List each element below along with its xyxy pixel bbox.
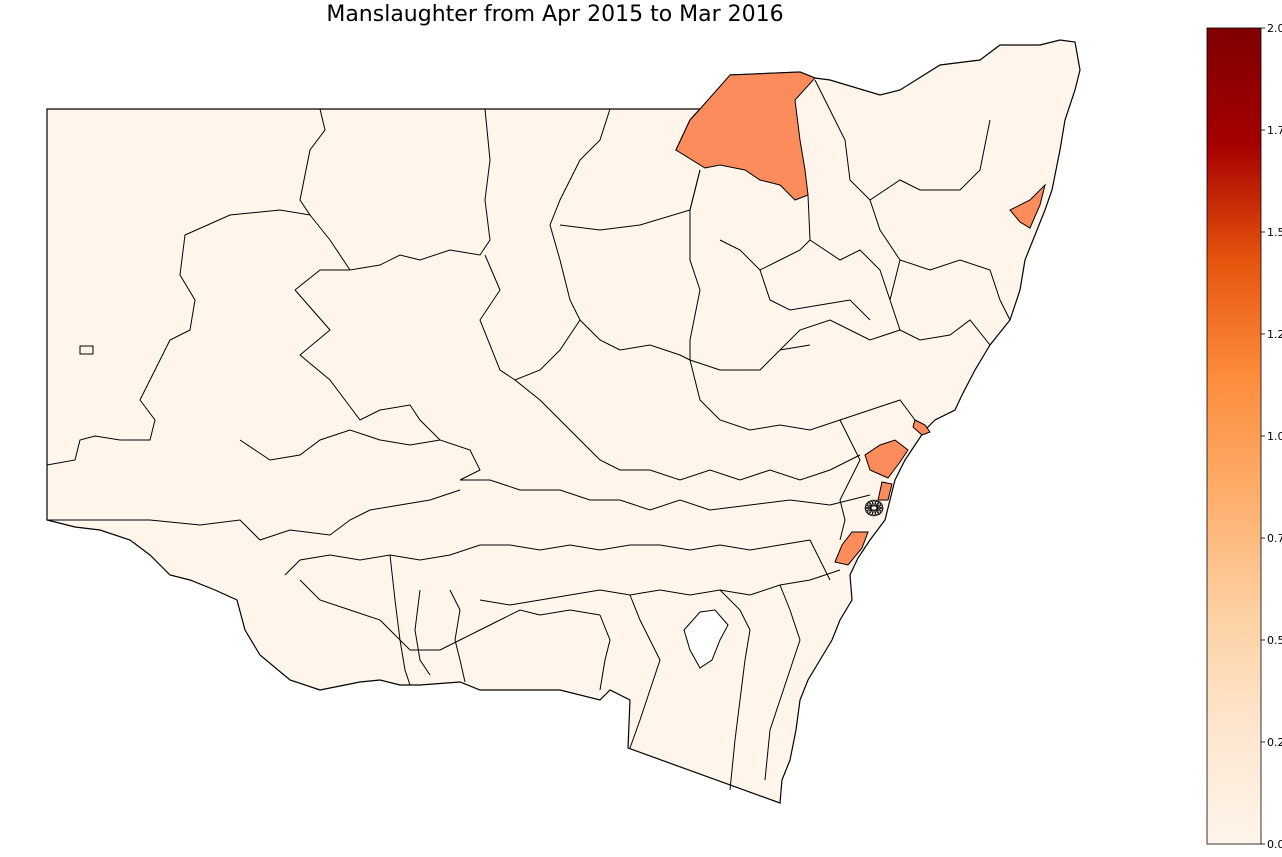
lga-boundary: [689, 359, 916, 431]
lga-boundary: [629, 594, 661, 749]
lord-howe-island: [79, 345, 94, 355]
lga-boundary: [809, 539, 831, 581]
lga-boundary: [47, 489, 461, 541]
colorbar-ticks: 0.00 0.25 0.50 0.75 1.00 1.25 1.50 1.75 2.00: [1261, 22, 1282, 851]
lga-boundary: [719, 589, 751, 791]
act-region: [683, 609, 729, 669]
sydney-lga-cluster: [869, 499, 877, 507]
colorbar-tick-label: 0.75: [1267, 532, 1282, 545]
sydney-lga-cluster: [876, 502, 883, 510]
nsw-outline: [46, 39, 1081, 804]
lga-boundary: [309, 108, 491, 271]
lga-boundary: [239, 429, 441, 461]
colorbar-tick-label: 2.00: [1267, 22, 1282, 35]
colorbar-tick-label: 1.00: [1267, 430, 1282, 443]
lga-boundary: [779, 319, 901, 351]
colorbar-tick-label: 1.25: [1267, 328, 1282, 341]
lga-boundary: [839, 419, 861, 541]
lga-boundary: [514, 379, 861, 481]
illawarra-lga: [834, 531, 869, 566]
lga-boundary: [46, 108, 326, 466]
lga-borders: [46, 79, 1011, 791]
colorbar-tick-label: 1.75: [1267, 124, 1282, 137]
sydney-lga-cluster: [866, 508, 874, 516]
lga-boundary: [764, 584, 801, 781]
north-coast-lga: [1009, 183, 1046, 229]
lga-boundary: [869, 199, 1011, 321]
sydney-lga-cluster: [874, 500, 882, 508]
map-title: Manslaughter from Apr 2015 to Mar 2016: [326, 2, 784, 27]
lga-boundary: [299, 579, 601, 651]
lga-boundary: [759, 269, 871, 321]
lga-boundary: [814, 79, 991, 201]
nsw-choropleth-map: [46, 39, 1081, 804]
lga-boundary: [294, 289, 481, 481]
lga-boundary: [460, 479, 871, 511]
lga-boundary: [599, 614, 611, 691]
colorbar-tick-label: 1.50: [1267, 226, 1282, 239]
lga-boundary: [449, 589, 466, 683]
lga-boundary: [579, 319, 691, 361]
sydney-lga-cluster: [871, 509, 879, 517]
lga-boundary: [809, 239, 891, 301]
northern-border-lga: [675, 71, 816, 201]
lga-boundary: [689, 169, 811, 371]
sydney-north-lga: [877, 481, 893, 501]
central-coast-small-lga: [912, 419, 931, 436]
hunter-coast-lga: [864, 439, 909, 479]
lga-boundary: [414, 589, 431, 676]
lga-boundary: [294, 269, 350, 291]
colorbar-tick-label: 0.00: [1267, 838, 1282, 851]
map-regions: [46, 39, 1081, 804]
lga-boundary: [284, 539, 811, 576]
colorbar-tick-label: 0.50: [1267, 634, 1282, 647]
colorbar-gradient: [1206, 27, 1262, 845]
colorbar-tick-label: 0.25: [1267, 736, 1282, 749]
